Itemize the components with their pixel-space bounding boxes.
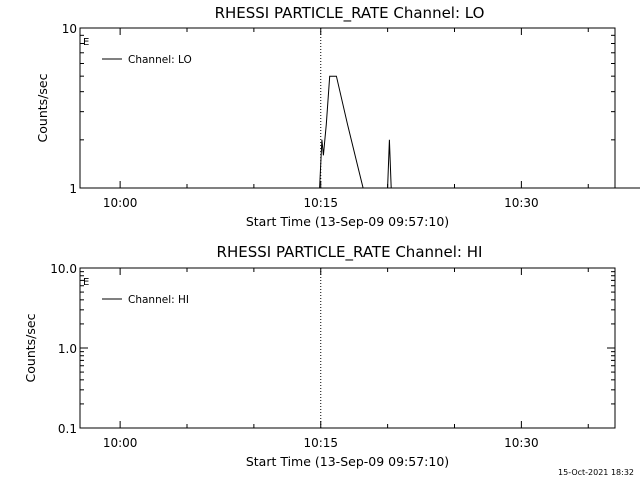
x-axis-label: Start Time (13-Sep-09 09:57:10) [246,214,449,229]
series-line [319,75,640,189]
y-tick-label: 0.1 [58,422,77,436]
x-tick-label: 10:15 [303,436,338,450]
plot-timestamp: 15-Oct-2021 18:32 [558,468,634,477]
legend-label: Channel: HI [128,294,189,306]
y-axis-label: Counts/sec [35,73,50,142]
x-axis-label: Start Time (13-Sep-09 09:57:10) [246,454,449,469]
y-tick-label: 10.0 [50,262,77,276]
chart-title: RHESSI PARTICLE_RATE Channel: LO [215,4,485,23]
plot-frame [79,267,616,429]
event-annotation: E [83,37,89,48]
plot-frame [79,27,616,189]
x-tick-label: 10:30 [504,196,539,210]
x-tick-label: 10:15 [303,196,338,210]
x-tick-label: 10:00 [103,436,138,450]
x-tick-label: 10:30 [504,436,539,450]
chart-panel-1: RHESSI PARTICLE_RATE Channel: LO 10:00 10:… [35,4,640,229]
y-tick-label: 1 [69,182,77,196]
chart-title: RHESSI PARTICLE_RATE Channel: HI [217,243,483,262]
y-tick-label: 10 [62,22,77,36]
y-tick-label: 1.0 [58,342,77,356]
y-axis-label: Counts/sec [23,313,38,382]
legend-label: Channel: LO [128,54,192,66]
x-tick-label: 10:00 [103,196,138,210]
event-annotation: E [83,277,89,288]
chart-panel-2: RHESSI PARTICLE_RATE Channel: HI 10:00 10:… [23,243,616,469]
